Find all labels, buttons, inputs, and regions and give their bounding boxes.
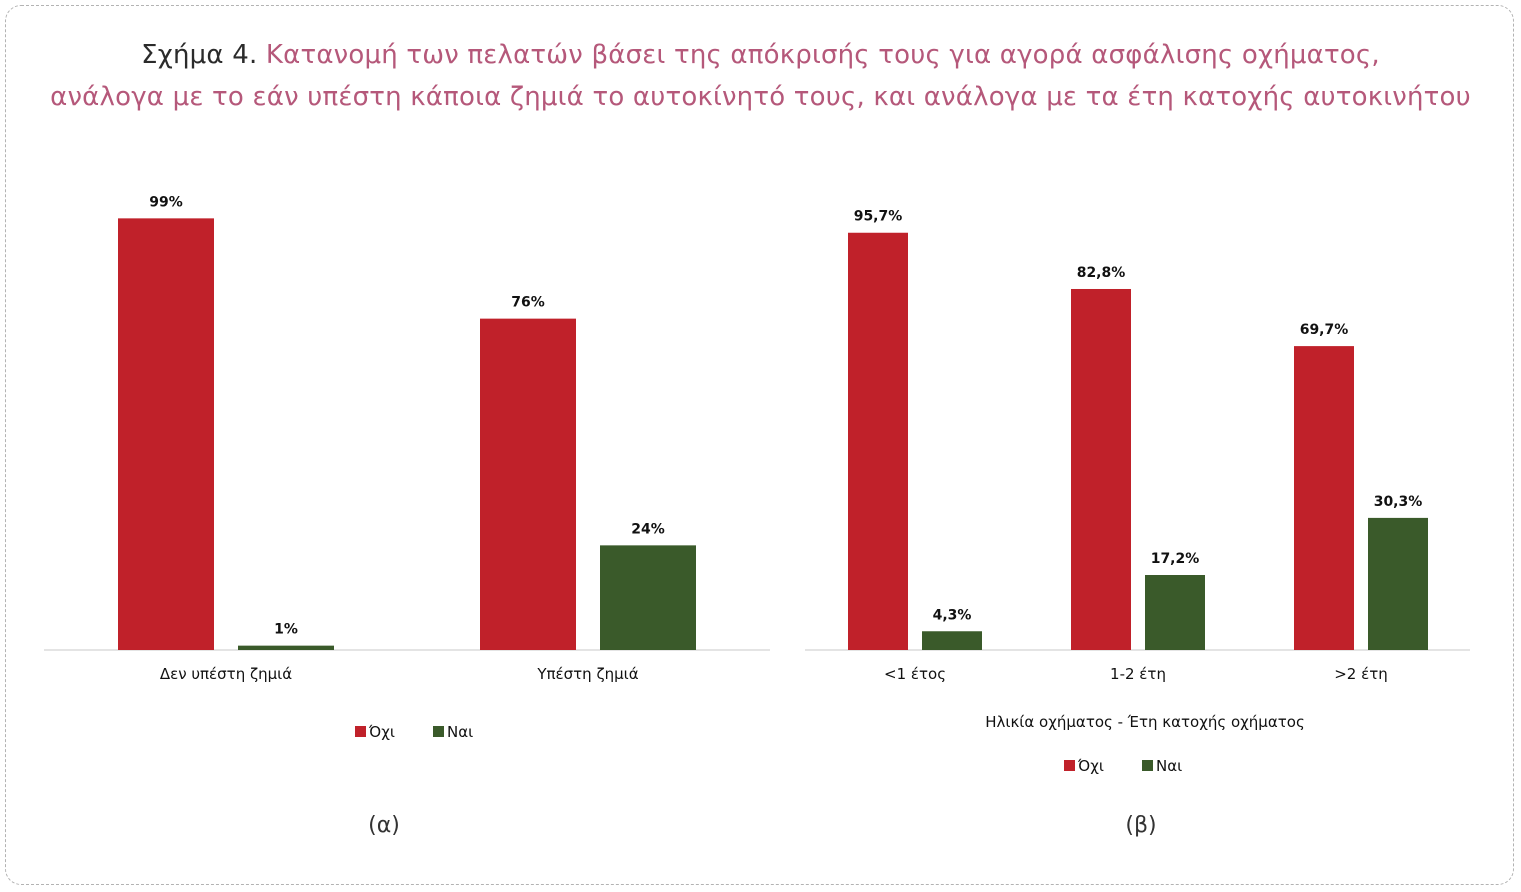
bar-no bbox=[1071, 288, 1131, 650]
data-label: 24% bbox=[631, 521, 665, 537]
panel-label: (β) bbox=[1125, 813, 1156, 838]
data-label: 99% bbox=[149, 194, 183, 210]
data-label: 17,2% bbox=[1151, 551, 1200, 567]
legend-swatch-no bbox=[355, 726, 366, 737]
bar-no bbox=[848, 232, 908, 651]
legend-label-no: Όχι bbox=[368, 723, 395, 741]
bar-yes bbox=[1145, 575, 1205, 650]
bar-no bbox=[118, 218, 214, 651]
bar-yes bbox=[600, 545, 696, 650]
legend-label-yes: Ναι bbox=[447, 723, 473, 741]
category-tick-label: <1 έτος bbox=[884, 665, 946, 683]
category-tick-label: 1-2 έτη bbox=[1110, 665, 1166, 683]
figure-title-line-2: ανάλογα με το εάν υπέστη κάποια ζημιά το… bbox=[0, 82, 1521, 112]
bar-no bbox=[1294, 346, 1354, 650]
data-label: 69,7% bbox=[1300, 322, 1349, 338]
data-label: 82,8% bbox=[1077, 265, 1126, 281]
data-label: 95,7% bbox=[854, 209, 903, 225]
figure-title-text-1: Κατανομή των πελατών βάσει της απόκρισής… bbox=[265, 40, 1380, 70]
figure-frame bbox=[5, 5, 1514, 885]
data-label: 4,3% bbox=[933, 607, 972, 623]
data-label: 30,3% bbox=[1374, 494, 1423, 510]
bar-yes bbox=[922, 631, 982, 650]
legend-label-yes: Ναι bbox=[1156, 757, 1182, 775]
legend-swatch-yes bbox=[433, 726, 444, 737]
category-tick-label: >2 έτη bbox=[1334, 665, 1388, 683]
data-label: 1% bbox=[274, 622, 298, 638]
legend-swatch-yes bbox=[1142, 760, 1153, 771]
bar-yes bbox=[238, 645, 334, 650]
legend-label-no: Όχι bbox=[1077, 757, 1104, 775]
bar-no bbox=[480, 318, 576, 650]
category-tick-label: Υπέστη ζημιά bbox=[536, 665, 638, 683]
x-axis-title: Ηλικία οχήματος - Έτη κατοχής οχήματος bbox=[985, 713, 1305, 731]
figure-title-line-1: Σχήμα 4. Κατανομή των πελατών βάσει της … bbox=[0, 40, 1521, 70]
data-label: 76% bbox=[511, 295, 545, 311]
figure-number: Σχήμα 4. bbox=[141, 40, 258, 70]
figure-title-text-2: ανάλογα με το εάν υπέστη κάποια ζημιά το… bbox=[50, 82, 1471, 112]
panel-label: (α) bbox=[368, 813, 400, 838]
category-tick-label: Δεν υπέστη ζημιά bbox=[160, 665, 292, 683]
bar-yes bbox=[1368, 517, 1428, 650]
legend-swatch-no bbox=[1064, 760, 1075, 771]
